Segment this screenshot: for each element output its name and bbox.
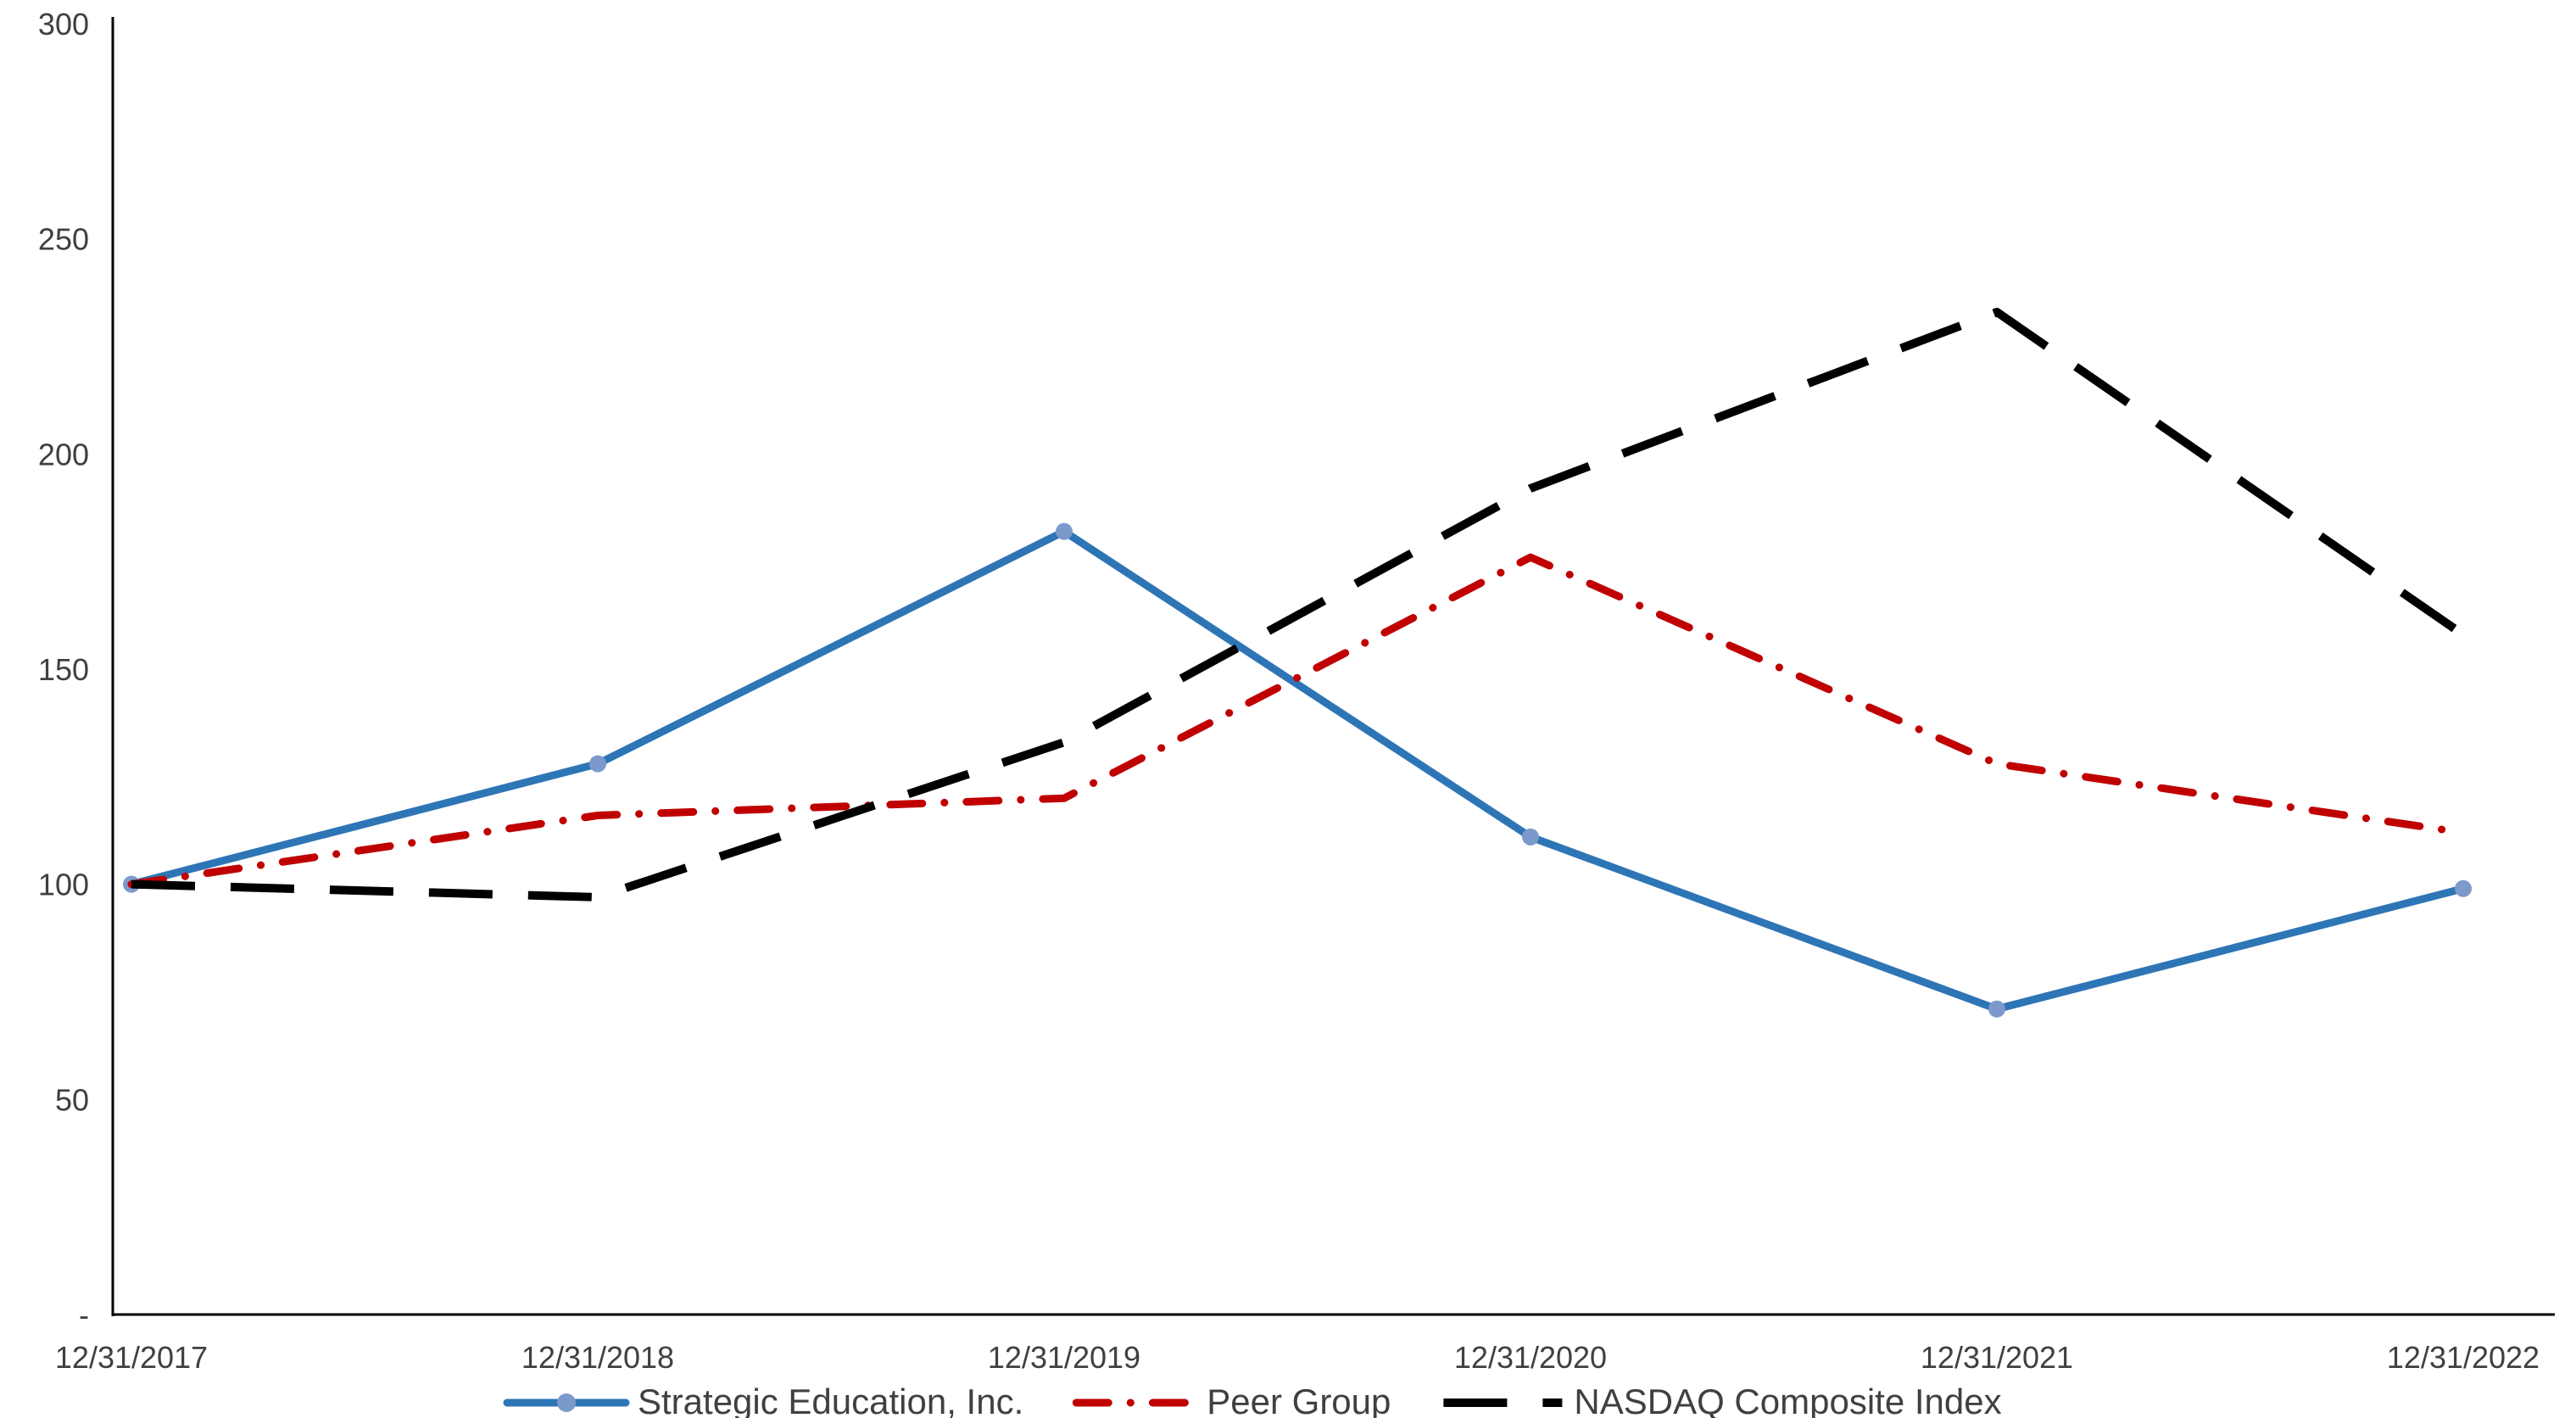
series-marker: [1522, 828, 1539, 846]
y-axis-tick-label: 300: [38, 7, 89, 42]
legend-label: Strategic Education, Inc.: [638, 1382, 1023, 1418]
series-line-peer-group: [127, 553, 2467, 889]
y-axis-tick-label: 250: [38, 222, 89, 257]
y-axis-tick-label: 200: [38, 437, 89, 472]
x-axis-tick-label: 12/31/2021: [1921, 1340, 2073, 1375]
series-marker: [1988, 1000, 2005, 1018]
x-axis-tick-label: 12/31/2022: [2387, 1340, 2540, 1375]
y-axis-tick-label: 100: [38, 868, 89, 902]
series-marker: [589, 755, 606, 773]
x-axis-tick-label: 12/31/2017: [55, 1340, 208, 1375]
series-marker: [1056, 522, 1073, 540]
legend-label: NASDAQ Composite Index: [1574, 1382, 2001, 1418]
y-axis-tick-label: 150: [38, 652, 89, 687]
legend-label: Peer Group: [1207, 1382, 1391, 1418]
series-line-strategic-education: [127, 528, 2467, 1013]
legend-swatch-marker: [557, 1393, 576, 1412]
y-axis-tick-label: 50: [55, 1082, 89, 1117]
x-axis-tick-label: 12/31/2020: [1454, 1340, 1607, 1375]
y-axis-tick-label: -: [79, 1298, 89, 1332]
series-marker: [2455, 879, 2472, 897]
x-axis-tick-label: 12/31/2018: [521, 1340, 674, 1375]
x-axis-tick-label: 12/31/2019: [988, 1340, 1140, 1375]
series-line-nasdaq: [131, 307, 2466, 902]
